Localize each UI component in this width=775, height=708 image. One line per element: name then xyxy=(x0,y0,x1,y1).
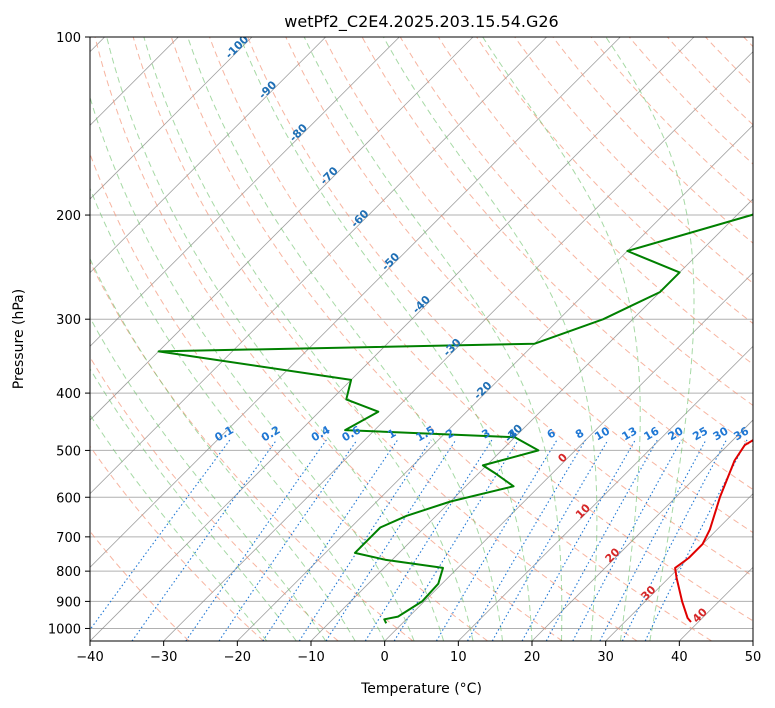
y-tick-label: 400 xyxy=(56,387,81,402)
y-axis: 100 200 300 400 500 600 700 800 900 1000 xyxy=(48,31,90,637)
y-tick-label: 300 xyxy=(56,313,81,328)
isotherm-line xyxy=(90,37,695,641)
mixing-ratio-line xyxy=(491,439,609,641)
sounding-lines xyxy=(157,213,753,624)
dry-adiabat-line xyxy=(628,37,753,165)
dry-adiabat-line xyxy=(132,37,638,641)
mixing-ratio-line xyxy=(90,439,231,631)
dry-adiabat-line xyxy=(361,37,753,448)
mixing-ratio-line xyxy=(185,439,327,641)
moist-adiabat-line xyxy=(90,95,415,641)
y-tick-label: 100 xyxy=(56,31,81,46)
dry-adiabat-line xyxy=(209,37,753,622)
y-tick-label: 600 xyxy=(56,491,81,506)
isotherm-line xyxy=(605,493,753,641)
y-tick-label: 500 xyxy=(56,444,81,459)
chart-title: wetPf2_C2E4.2025.203.15.54.G26 xyxy=(284,12,558,32)
x-tick-label: −20 xyxy=(224,650,251,665)
dry-adiabat-line xyxy=(323,37,753,491)
dry-adiabat-line xyxy=(514,37,753,284)
dry-adiabat-line xyxy=(90,260,414,641)
x-tick-label: 50 xyxy=(745,650,762,665)
dry-adiabat-line xyxy=(90,445,264,641)
mixing-ratio-line xyxy=(262,439,399,641)
x-tick-label: 30 xyxy=(597,650,614,665)
x-tick-label: 0 xyxy=(381,650,389,665)
moist-adiabat-line xyxy=(605,37,695,641)
isotherm-line xyxy=(237,124,753,641)
plot-frame xyxy=(89,36,754,642)
moist-adiabat-line xyxy=(143,37,474,641)
y-axis-label: Pressure (hPa) xyxy=(11,289,27,389)
moist-adiabat-line xyxy=(303,37,563,641)
moist-adiabat-line xyxy=(482,37,641,641)
x-axis-label: Temperature (°C) xyxy=(360,681,482,697)
x-tick-label: 40 xyxy=(671,650,688,665)
isotherm-line xyxy=(90,37,326,274)
mixing-ratio-line xyxy=(467,439,586,641)
isotherm-line xyxy=(163,51,753,641)
isotherm-line xyxy=(384,272,753,641)
y-tick-label: 900 xyxy=(56,595,81,610)
dry-adiabat-line xyxy=(476,37,753,325)
x-axis: −40 −30 −20 −10 0 10 20 30 40 50 xyxy=(76,641,761,665)
moist-adiabat-line xyxy=(187,37,503,641)
dry-adiabat-line xyxy=(247,37,753,577)
mixing-ratio-line xyxy=(298,439,432,641)
x-tick-label: −10 xyxy=(297,650,324,665)
x-tick-label: 10 xyxy=(450,650,467,665)
dry-adiabat-line xyxy=(170,37,712,641)
isotherm-line xyxy=(90,37,474,421)
isotherm-line xyxy=(90,37,400,347)
moist-adiabat-line xyxy=(382,37,598,641)
y-tick-label: 1000 xyxy=(48,622,81,637)
isotherm-line xyxy=(90,37,547,495)
isotherm-line xyxy=(90,37,621,568)
isotherm-line xyxy=(90,37,253,200)
x-tick-label: −40 xyxy=(76,650,103,665)
mixing-ratio-line xyxy=(644,439,748,641)
mixing-ratio-line xyxy=(393,439,519,641)
y-tick-label: 800 xyxy=(56,565,81,580)
moist-adiabat-line xyxy=(239,37,533,641)
x-tick-label: 20 xyxy=(524,650,541,665)
dewpoint-profile-line xyxy=(157,213,753,624)
x-tick-label: −30 xyxy=(150,650,177,665)
temperature-profile-line xyxy=(674,439,753,623)
mixing-ratio-line xyxy=(545,439,658,641)
y-tick-label: 700 xyxy=(56,531,81,546)
dry-adiabat-line xyxy=(590,37,753,205)
dry-adiabat-line xyxy=(399,37,753,407)
moist-adiabat-line xyxy=(90,187,386,641)
y-tick-label: 200 xyxy=(56,209,81,224)
mixing-ratio-line xyxy=(325,439,457,641)
moist-adiabat-line xyxy=(90,257,356,641)
mixing-ratio-line xyxy=(218,439,358,641)
mixing-ratio-line xyxy=(521,439,636,641)
moist-adiabat-line xyxy=(106,37,445,641)
moist-adiabat-line xyxy=(90,413,268,641)
background-lines xyxy=(90,37,753,641)
mixing-ratio-line xyxy=(364,439,493,641)
mixing-ratio-line xyxy=(435,439,558,641)
dry-adiabat-line xyxy=(94,37,563,641)
